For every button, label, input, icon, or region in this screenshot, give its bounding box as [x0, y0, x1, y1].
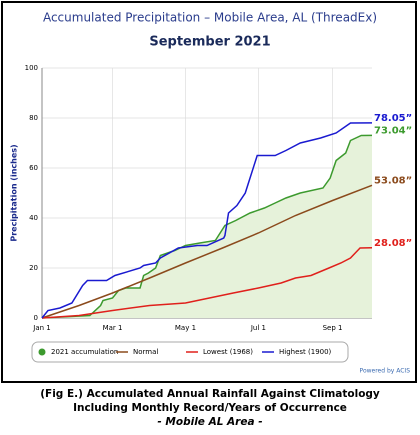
y-tick-label: 80	[29, 114, 38, 122]
chart: Accumulated Precipitation – Mobile Area,…	[1, 1, 417, 383]
line	[41, 122, 373, 319]
legend-marker	[38, 348, 46, 356]
area	[42, 135, 372, 318]
legend-label: Normal	[133, 348, 158, 356]
legend-label: Lowest (1968)	[203, 348, 253, 356]
end-label: 73.04”	[374, 125, 412, 136]
y-tick-label: 20	[29, 264, 38, 272]
y-axis-label: Precipitation (inches)	[10, 144, 19, 241]
x-tick-label: Sep 1	[323, 324, 343, 332]
end-label: 53.08”	[374, 175, 412, 186]
x-tick-label: Mar 1	[103, 324, 123, 332]
legend-label: 2021 accumulation	[51, 348, 118, 356]
end-label: 78.05”	[374, 113, 412, 124]
y-tick-label: 100	[25, 64, 38, 72]
x-tick-label: May 1	[175, 324, 196, 332]
x-tick-label: Jan 1	[32, 324, 50, 332]
y-tick-label: 60	[29, 164, 38, 172]
y-tick-label: 40	[29, 214, 38, 222]
caption: (Fig E.) Accumulated Annual Rainfall Aga…	[0, 387, 420, 429]
caption-line: Including Monthly Record/Years of Occurr…	[73, 402, 347, 414]
chart-subtitle: September 2021	[149, 35, 270, 50]
caption-line: - Mobile AL Area -	[157, 416, 263, 428]
line	[41, 247, 373, 319]
line	[41, 184, 373, 319]
y-tick-label: 0	[34, 314, 38, 322]
end-label: 28.08”	[374, 238, 412, 249]
credit: Powered by ACIS	[360, 368, 411, 375]
x-tick-label: Jul 1	[250, 324, 266, 332]
chart-title: Accumulated Precipitation – Mobile Area,…	[43, 11, 377, 25]
legend-label: Highest (1900)	[279, 348, 332, 356]
caption-line: (Fig E.) Accumulated Annual Rainfall Aga…	[40, 388, 380, 400]
